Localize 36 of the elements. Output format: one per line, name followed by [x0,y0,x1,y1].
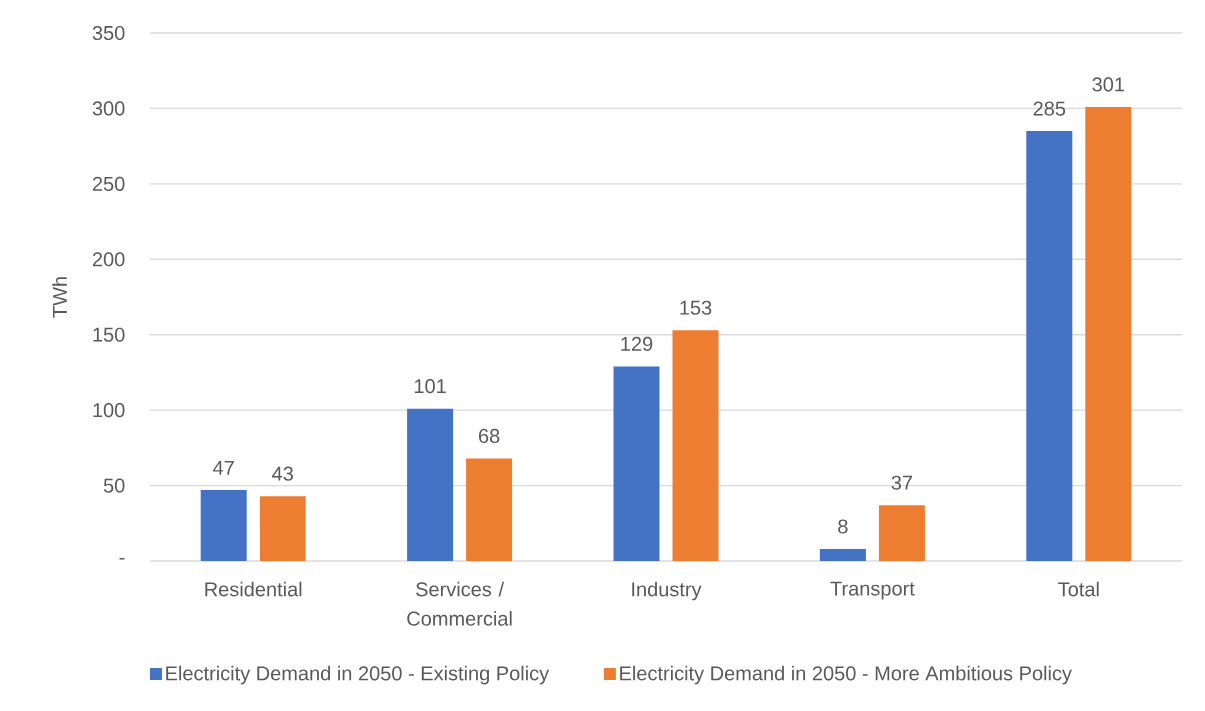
data-label: 101 [414,379,446,394]
data-label: 285 [1033,101,1066,116]
data-label: 129 [621,336,653,352]
x-tick-label: Total [1058,581,1099,597]
bar [613,366,660,561]
bar [200,490,247,561]
data-label: 68 [479,428,500,444]
y-tick-label: 100 [93,403,125,418]
data-label: 43 [272,466,293,481]
bar [1026,131,1073,561]
bar [672,330,719,561]
y-tick-label: 350 [92,25,125,41]
data-label: 8 [838,519,848,534]
y-axis-title: TWh [52,277,67,318]
bar [407,408,454,561]
y-tick-label: - [119,557,125,560]
bar [1085,106,1132,561]
y-tick-label: 50 [103,478,125,493]
data-label: 301 [1092,77,1124,92]
legend-label: Electricity Demand in 2050 - Existing Policy [166,665,550,685]
data-label: 47 [213,460,234,475]
bar [259,496,306,561]
data-label: 153 [680,300,712,315]
x-tick-label: Industry [632,581,702,601]
legend-label: Electricity Demand in 2050 - More Ambitious Policy [620,665,1072,685]
x-tick-label: Services / Commercial [407,581,512,626]
x-tick-label: Residential [205,581,302,597]
y-tick-label: 250 [92,176,125,191]
bar [819,548,866,561]
bar [466,458,513,561]
x-tick-label: Transport [830,581,915,600]
y-tick-label: 300 [92,101,125,116]
data-label: 37 [891,475,913,490]
bar [878,505,925,561]
y-tick-label: 200 [92,252,125,267]
y-tick-label: 150 [93,327,125,342]
